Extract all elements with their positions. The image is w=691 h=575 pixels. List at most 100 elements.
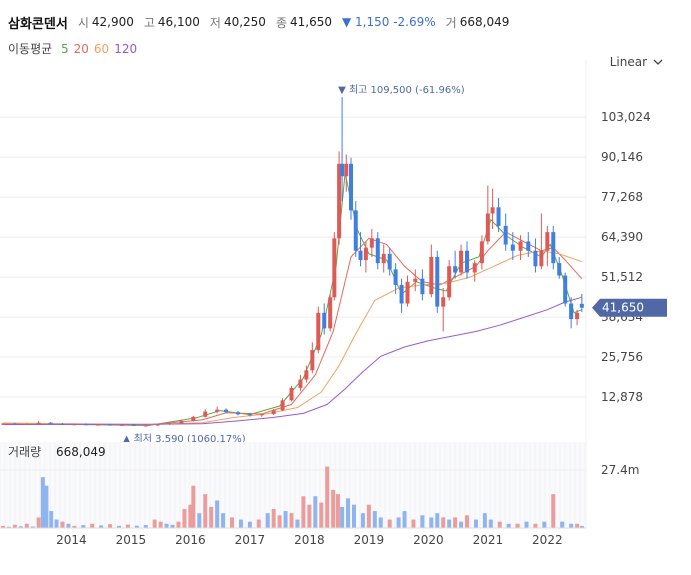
volume-bar xyxy=(283,511,288,528)
volume-bar xyxy=(152,519,157,528)
volume-bar xyxy=(524,521,529,528)
high-value: 46,100 xyxy=(157,15,200,29)
candle-body xyxy=(344,163,349,177)
volume-bar xyxy=(542,521,547,528)
volume-bar xyxy=(447,519,452,528)
volume-bar xyxy=(307,504,312,528)
candle-body xyxy=(259,414,264,416)
candle-body xyxy=(289,387,294,401)
x-tick-label: 2014 xyxy=(56,533,87,547)
volume-bar xyxy=(247,521,252,528)
ma-120[interactable]: 120 xyxy=(114,42,138,56)
candle-body xyxy=(405,281,410,304)
volume-bar xyxy=(0,525,5,528)
candle-body xyxy=(459,250,464,273)
open-label: 시 xyxy=(77,15,89,30)
candle-body xyxy=(349,163,354,211)
candle-body xyxy=(224,409,229,413)
x-tick-label: 2016 xyxy=(175,533,206,547)
min-price-annotation: ▲ 최저 3,590 (1060.17%) xyxy=(123,433,246,445)
candle-body xyxy=(155,424,160,426)
candle-body xyxy=(337,163,342,239)
volume-bar xyxy=(197,513,202,528)
volume-bar xyxy=(515,523,520,528)
volume-bar xyxy=(378,517,383,528)
ma-5[interactable]: 5 xyxy=(61,42,69,56)
candle-body xyxy=(353,210,358,251)
candle-body xyxy=(143,425,148,427)
candle-body xyxy=(316,312,321,351)
volume-bar xyxy=(6,526,11,528)
candle-body xyxy=(429,256,434,295)
volume-bar xyxy=(429,517,434,528)
volume-bar xyxy=(170,524,175,528)
high-label: 고 xyxy=(143,15,155,30)
volume-bar xyxy=(72,525,77,528)
close-label: 종 xyxy=(275,15,287,30)
candle-body xyxy=(465,250,470,273)
volume-bar xyxy=(372,511,377,528)
current-price-tag xyxy=(592,298,667,317)
change-value: ▼ 1,150 -2.69% xyxy=(342,15,436,29)
volume-bar xyxy=(203,494,208,528)
volume-bar xyxy=(340,506,345,528)
candle-body xyxy=(387,253,392,270)
candle-body xyxy=(539,250,544,267)
volume-bar xyxy=(420,515,425,528)
volume-bar xyxy=(12,524,17,528)
candle-body xyxy=(280,400,285,411)
scale-selector[interactable]: Linear xyxy=(610,55,663,69)
y-tick-label: 51,512 xyxy=(601,270,643,284)
volume-bar xyxy=(473,519,478,528)
ma-20[interactable]: 20 xyxy=(73,42,89,56)
candle-body xyxy=(179,420,184,424)
candle-body xyxy=(435,256,440,307)
candle-body xyxy=(310,350,315,371)
volume-bar xyxy=(230,517,235,528)
y-tick-label: 77,268 xyxy=(601,190,643,204)
candle-body xyxy=(447,266,452,298)
candle-body xyxy=(340,163,345,177)
volume-bar xyxy=(313,496,318,528)
low-label: 저 xyxy=(209,15,221,30)
candle-body xyxy=(72,424,77,426)
volume-bar xyxy=(402,511,407,528)
volume-bar xyxy=(351,504,356,528)
volume-bar xyxy=(488,519,493,528)
candle-body xyxy=(545,232,550,251)
candle-body xyxy=(526,241,531,251)
volume-bar xyxy=(569,523,574,528)
ma-line-5 xyxy=(2,172,582,427)
volume-bar xyxy=(188,504,193,528)
candle-body xyxy=(108,424,113,426)
candle-body xyxy=(332,238,337,298)
candle-body xyxy=(24,423,29,425)
volume-bar xyxy=(551,494,556,528)
ma-60[interactable]: 60 xyxy=(93,42,110,56)
volume-bar xyxy=(396,517,401,528)
candle-body xyxy=(579,303,584,308)
moving-average-label: 이동평균 xyxy=(8,42,53,56)
candle-body xyxy=(490,207,495,214)
candle-body xyxy=(453,266,458,273)
candle-body xyxy=(551,232,556,264)
volume-title: 거래량 xyxy=(8,445,41,459)
candle-body xyxy=(569,303,574,320)
volume-bar xyxy=(411,519,416,528)
candle-body xyxy=(375,238,380,264)
candle-body xyxy=(557,263,562,276)
x-tick-label: 2018 xyxy=(294,533,325,547)
candle-body xyxy=(381,253,386,264)
volume-bar xyxy=(579,525,584,528)
price-header: 삼화콘덴서 시 42,900 고 46,100 저 40,250 종 41,65… xyxy=(8,12,519,32)
volume-bar xyxy=(90,523,95,528)
candle-body xyxy=(369,238,374,248)
volume-value: 668,049 xyxy=(459,15,510,29)
scale-selector-label: Linear xyxy=(609,55,647,69)
volume-bar xyxy=(560,521,565,528)
candle-body xyxy=(575,312,580,320)
candle-body xyxy=(485,213,490,242)
volume-bar xyxy=(256,519,261,528)
ma-line-120 xyxy=(2,296,582,426)
